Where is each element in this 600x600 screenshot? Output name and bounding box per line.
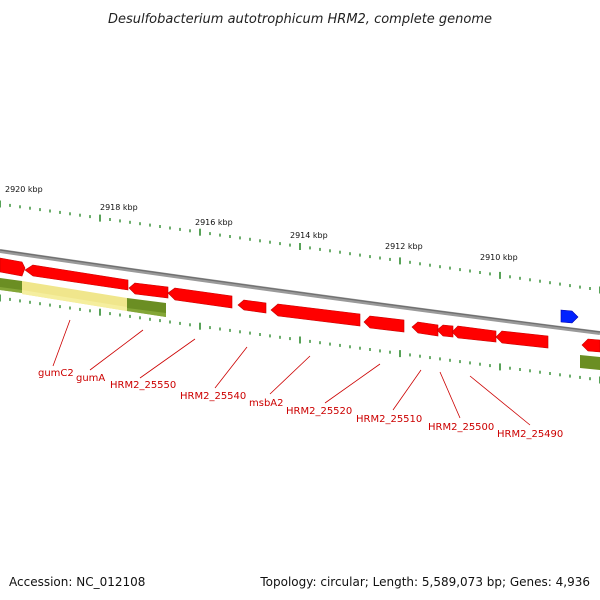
- gene-arrow-9[interactable]: [436, 324, 454, 338]
- gene-arrow-7[interactable]: [363, 315, 405, 333]
- gene-label-msbA2[interactable]: msbA2: [249, 398, 284, 409]
- genome-backbone: [0, 249, 600, 335]
- gene-arrow-1[interactable]: [0, 257, 26, 277]
- gene-label-HRM2_25520[interactable]: HRM2_25520: [286, 406, 352, 417]
- gene-labels: gumC2 gumA HRM2_25550 HRM2_25540 msbA2 H…: [38, 368, 563, 440]
- scale-ticks: [0, 200, 600, 384]
- gene-label-HRM2_25490[interactable]: HRM2_25490: [497, 429, 563, 440]
- accession-text: Accession: NC_012108: [9, 575, 145, 589]
- gene-arrow-11[interactable]: [495, 330, 549, 349]
- genome-summary-text: Topology: circular; Length: 5,589,073 bp…: [259, 575, 590, 589]
- gene-arrow-2[interactable]: [24, 264, 129, 291]
- gene-label-gumC2[interactable]: gumC2: [38, 368, 74, 379]
- scale-label-2920: 2920 kbp: [5, 185, 43, 194]
- scale-label-2910: 2910 kbp: [480, 253, 518, 262]
- scale-labels: 2920 kbp 2918 kbp 2916 kbp 2914 kbp 2912…: [5, 185, 518, 262]
- gene-arrow-12[interactable]: [581, 338, 600, 353]
- scale-label-2914: 2914 kbp: [290, 231, 328, 240]
- gene-arrow-8[interactable]: [411, 321, 439, 337]
- olive-feature-mid[interactable]: [127, 298, 166, 317]
- gene-arrow-10[interactable]: [451, 325, 497, 343]
- scale-label-2916: 2916 kbp: [195, 218, 233, 227]
- scale-label-2912: 2912 kbp: [385, 242, 423, 251]
- genome-backbone-edge: [0, 249, 600, 333]
- gene-label-gumA[interactable]: gumA: [76, 373, 105, 384]
- map-title: Desulfobacterium autotrophicum HRM2, com…: [108, 12, 492, 27]
- olive-feature-left[interactable]: [0, 278, 22, 293]
- blue-feature[interactable]: [560, 309, 579, 324]
- gumA-feature-selected[interactable]: [22, 281, 127, 311]
- olive-feature-right[interactable]: [580, 355, 600, 370]
- gene-label-HRM2_25540[interactable]: HRM2_25540: [180, 391, 246, 402]
- gene-label-HRM2_25550[interactable]: HRM2_25550: [110, 380, 176, 391]
- gene-arrow-3[interactable]: [128, 282, 169, 299]
- gene-arrow-4[interactable]: [167, 287, 233, 309]
- gene-label-HRM2_25500[interactable]: HRM2_25500: [428, 422, 494, 433]
- gene-arrow-5[interactable]: [237, 299, 267, 314]
- gene-arrow-6[interactable]: [270, 303, 361, 327]
- gene-label-HRM2_25510[interactable]: HRM2_25510: [356, 414, 422, 425]
- label-connectors: [52, 319, 531, 426]
- scale-label-2918: 2918 kbp: [100, 203, 138, 212]
- cds-genes: [0, 257, 600, 353]
